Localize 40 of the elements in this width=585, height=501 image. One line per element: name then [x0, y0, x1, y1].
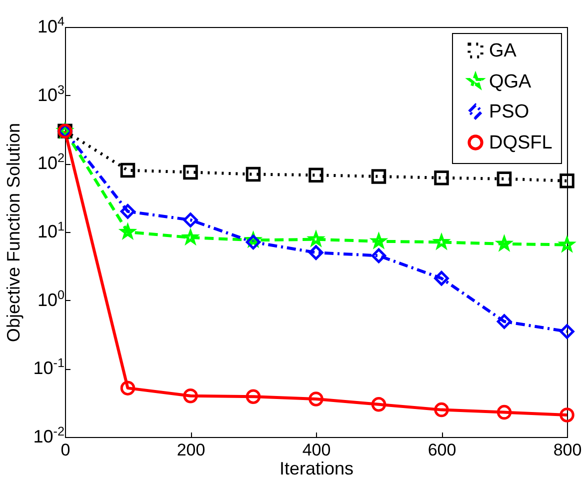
point [120, 204, 136, 219]
point [434, 402, 449, 418]
point [308, 245, 324, 260]
x-tick-label: 400 [302, 440, 331, 460]
point [434, 270, 449, 286]
point [560, 174, 574, 188]
point [496, 404, 512, 420]
point [496, 314, 512, 329]
y-tick-label: 10$^{3}$ [37, 82, 64, 105]
legend-label: DQSFL [489, 132, 552, 154]
point [371, 397, 386, 412]
x-tick-label: 200 [176, 440, 206, 460]
point [120, 162, 136, 178]
y-tick-label: 10$^{1}$ [37, 220, 64, 242]
point [308, 168, 324, 182]
y-axis-title: Objective Function Solution [4, 122, 24, 342]
y-tick-label: 10$^{2}$ [37, 151, 64, 174]
y-tick-label: 10$^{4}$ [37, 14, 64, 36]
x-tick-label: 0 [60, 440, 70, 460]
point [371, 169, 386, 184]
point [183, 388, 198, 404]
point [183, 212, 198, 228]
point [120, 380, 136, 396]
x-tick-label: 800 [553, 440, 582, 460]
legend-label: PSO [489, 102, 530, 122]
point [560, 408, 574, 422]
point [308, 392, 324, 406]
point [560, 324, 574, 339]
point [434, 170, 449, 186]
point [496, 171, 512, 186]
point [246, 166, 261, 182]
x-axis-title: Iterations [279, 458, 354, 478]
y-tick-label: 10$^{-1}$ [33, 356, 64, 378]
point [371, 248, 386, 264]
point [246, 389, 261, 404]
point [183, 164, 198, 180]
x-tick-label: 600 [428, 440, 456, 460]
legend-label: QGA [489, 72, 532, 92]
legend-label: GA [489, 40, 517, 62]
y-tick-label: 10$^{0}$ [37, 288, 64, 310]
